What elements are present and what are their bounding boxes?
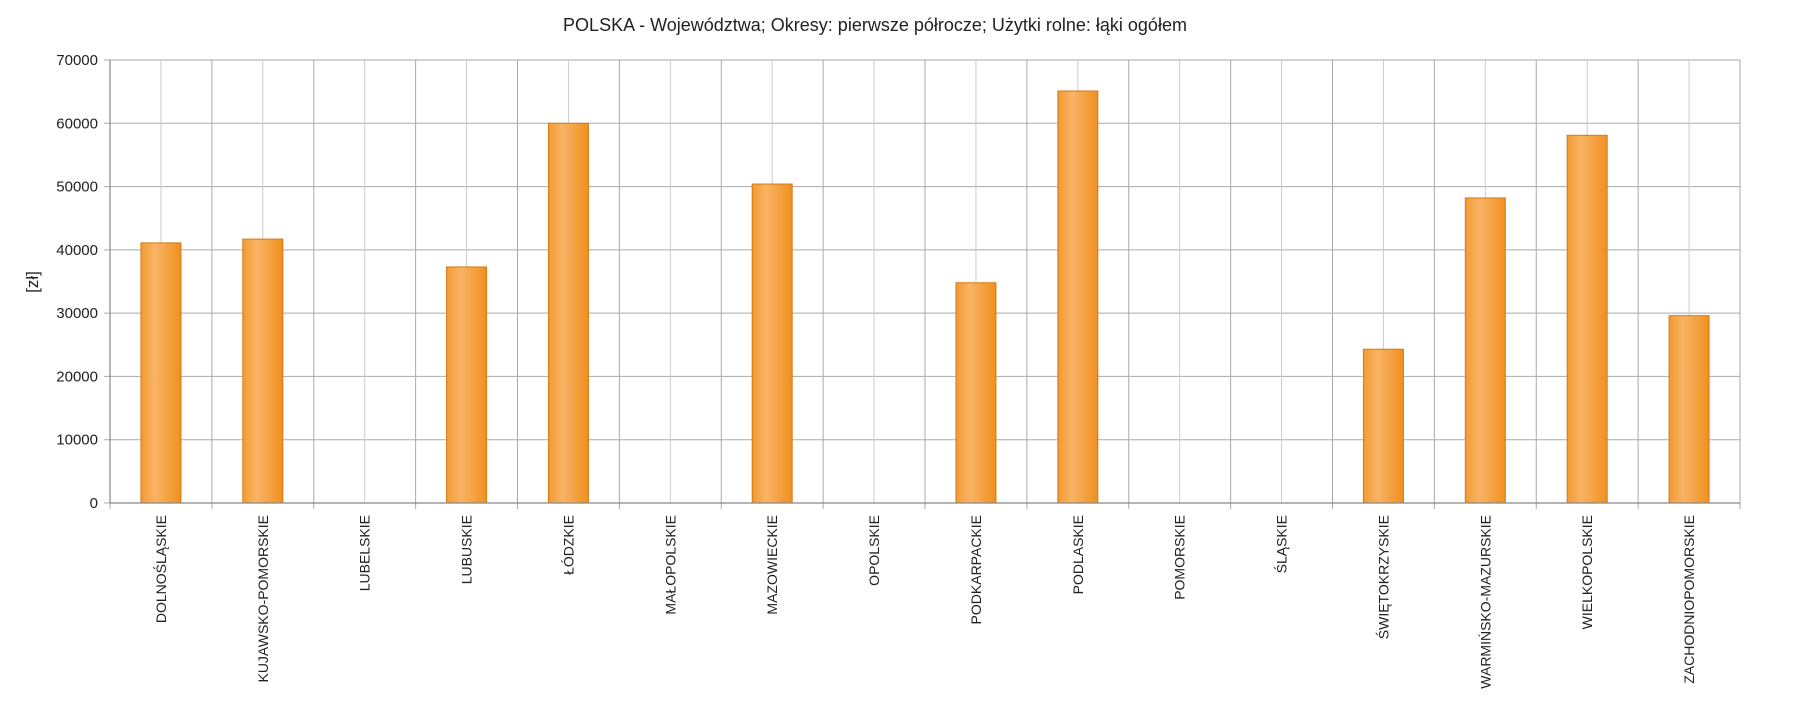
bar <box>446 266 488 504</box>
bar <box>140 242 182 504</box>
x-tick-label: ŚWIĘTOKRZYSKIE <box>1374 515 1391 639</box>
x-tick-label: DOLNOŚLĄSKIE <box>152 515 169 623</box>
x-tick-label: ŚLĄSKIE <box>1273 515 1290 573</box>
y-tick-label: 70000 <box>56 52 98 69</box>
y-tick-label: 50000 <box>56 179 98 196</box>
chart-title: POLSKA - Województwa; Okresy: pierwsze p… <box>563 15 1187 35</box>
bar <box>547 122 589 504</box>
x-tick-label: POMORSKIE <box>1172 515 1188 600</box>
x-tick-label: OPOLSKIE <box>866 515 882 586</box>
bar <box>242 238 284 504</box>
x-tick-label: PODKARPACKIE <box>968 515 984 624</box>
bar <box>1566 134 1608 504</box>
x-tick-label: ŁÓDZKIE <box>560 515 576 575</box>
x-tick-label: PODLASKIE <box>1070 515 1086 594</box>
x-tick-label: KUJAWSKO-POMORSKIE <box>255 515 271 683</box>
y-tick-label: 20000 <box>56 368 98 385</box>
x-tick-label: MAZOWIECKIE <box>764 515 780 615</box>
y-tick-label: 30000 <box>56 305 98 322</box>
x-tick-label: WARMIŃSKO-MAZURSKIE <box>1477 515 1493 689</box>
x-tick-label: MAŁOPOLSKIE <box>662 515 678 615</box>
bar <box>1464 197 1506 504</box>
y-tick-label: 60000 <box>56 115 98 132</box>
x-tick-label: LUBUSKIE <box>459 515 475 584</box>
y-tick-label: 10000 <box>56 432 98 449</box>
bar <box>955 282 997 504</box>
x-tick-label: ZACHODNIOPOMORSKIE <box>1681 515 1697 684</box>
bar <box>1668 315 1710 504</box>
y-axis-label: [zł] <box>23 271 42 293</box>
bar <box>1362 348 1404 504</box>
bar <box>1057 90 1099 504</box>
x-tick-label: WIELKOPOLSKIE <box>1579 515 1595 629</box>
y-tick-label: 0 <box>90 495 98 512</box>
bar <box>751 183 793 504</box>
x-tick-label: LUBELSKIE <box>357 515 373 591</box>
y-tick-label: 40000 <box>56 242 98 259</box>
